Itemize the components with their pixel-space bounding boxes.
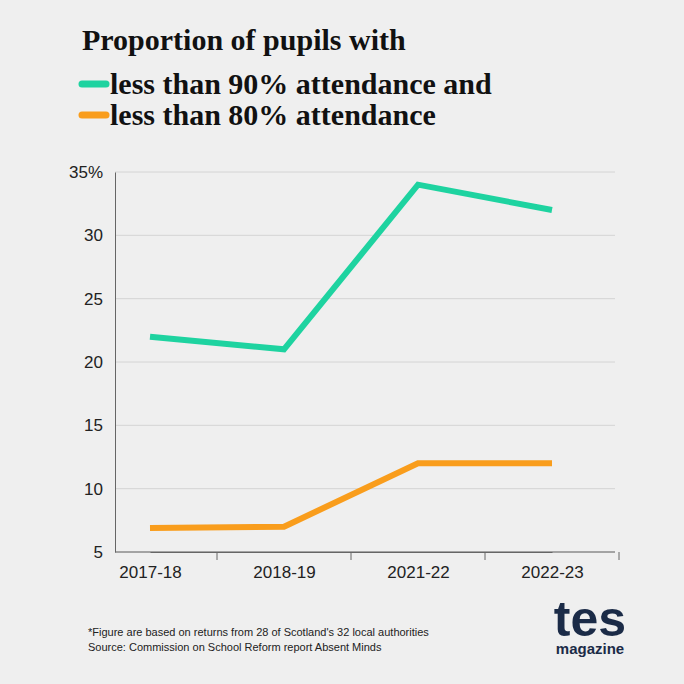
x-separator — [351, 552, 352, 560]
grid-line — [115, 172, 615, 173]
x-tick: 2018-19 — [253, 552, 315, 582]
y-tick-label: 20 — [84, 353, 103, 372]
legend-swatch — [82, 112, 106, 119]
x-tick: 2022-23 — [521, 552, 583, 582]
grid-line — [115, 235, 615, 236]
grid-line — [115, 552, 615, 553]
x-baseline — [115, 552, 615, 553]
x-axis: 2017-18 2018-19 2021-22 2022-23 — [119, 552, 583, 582]
legend-entry: less than 90% attendance and — [82, 67, 492, 100]
x-tick-label: 2022-23 — [521, 563, 583, 582]
y-tick: 30 — [84, 226, 115, 245]
y-tick-label: 10 — [84, 480, 103, 499]
y-tick: 20 — [84, 353, 115, 372]
legend-label: less than 80% attendance — [110, 98, 436, 131]
x-tick-label: 2018-19 — [253, 563, 315, 582]
x-separator — [619, 552, 620, 560]
grid-line — [115, 362, 615, 363]
legend-swatch — [82, 81, 106, 88]
y-tick-label: 30 — [84, 226, 103, 245]
y-tick-label: 15 — [84, 416, 103, 435]
logo-subtitle: magazine — [556, 640, 624, 657]
y-tick: 10 — [84, 480, 115, 499]
x-tick: 2017-18 — [119, 552, 181, 582]
title: Proportion of pupils with — [82, 23, 406, 56]
y-tick: 35% — [69, 163, 115, 182]
y-tick-label: 5 — [94, 543, 103, 562]
grid — [115, 172, 615, 552]
footnote: *Figure are based on returns from 28 of … — [88, 626, 429, 638]
y-tick: 25 — [84, 290, 115, 309]
grid-line — [115, 425, 615, 426]
x-tick-label: 2021-22 — [387, 563, 449, 582]
footnote: Source: Commission on School Reform repo… — [88, 641, 382, 653]
y-axis: 5 10 15 20 25 30 35% — [69, 163, 116, 562]
series-line — [150, 185, 552, 350]
x-tick: 2021-22 — [387, 552, 449, 582]
x-tick-label: 2017-18 — [119, 563, 181, 582]
y-tick-label: 25 — [84, 290, 103, 309]
x-separator — [485, 552, 486, 560]
legend-entry: less than 80% attendance — [82, 98, 436, 131]
series-line — [150, 463, 552, 528]
y-tick: 5 — [94, 543, 115, 562]
logo: tes — [554, 591, 626, 647]
y-tick-label: 35% — [69, 163, 103, 182]
y-axis-line — [115, 173, 116, 553]
grid-line — [115, 298, 615, 299]
x-axis-line — [151, 552, 553, 553]
chart: Proportion of pupils with less than 90% a… — [0, 0, 684, 684]
lines — [150, 185, 552, 528]
y-tick: 15 — [84, 416, 115, 435]
background — [0, 0, 684, 684]
legend-label: less than 90% attendance and — [110, 67, 492, 100]
x-separator — [217, 552, 218, 560]
